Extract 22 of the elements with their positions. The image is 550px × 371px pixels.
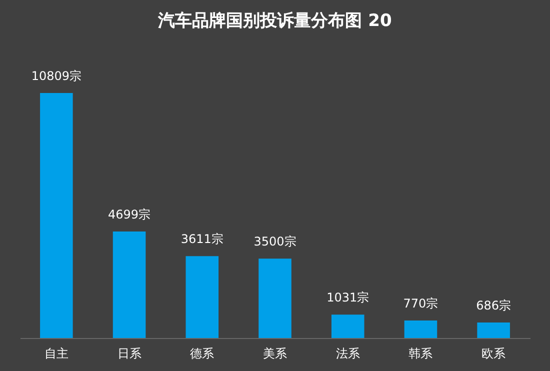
bar bbox=[404, 320, 438, 338]
bar bbox=[112, 231, 146, 338]
x-tick-label: 日系 bbox=[117, 346, 142, 360]
bar bbox=[186, 256, 219, 338]
bar bbox=[331, 314, 364, 338]
data-label: 1031宗 bbox=[326, 290, 370, 305]
chart-title: 汽车品牌国别投诉量分布图 20 bbox=[157, 11, 392, 31]
bar bbox=[258, 258, 292, 338]
data-label: 770宗 bbox=[403, 296, 438, 311]
x-tick-label: 韩系 bbox=[408, 346, 433, 360]
bar bbox=[477, 322, 510, 338]
x-tick-label: 自主 bbox=[44, 346, 68, 360]
data-label: 10809宗 bbox=[31, 69, 82, 83]
x-tick-label: 美系 bbox=[263, 346, 287, 360]
data-label: 4699宗 bbox=[108, 207, 151, 222]
x-tick-label: 欧系 bbox=[482, 346, 506, 360]
data-label: 3500宗 bbox=[254, 234, 296, 249]
data-label: 3611宗 bbox=[180, 232, 224, 246]
data-label: 686宗 bbox=[476, 298, 512, 312]
x-tick-label: 法系 bbox=[336, 346, 360, 360]
bar bbox=[40, 93, 73, 338]
x-tick-label: 德系 bbox=[190, 346, 214, 360]
